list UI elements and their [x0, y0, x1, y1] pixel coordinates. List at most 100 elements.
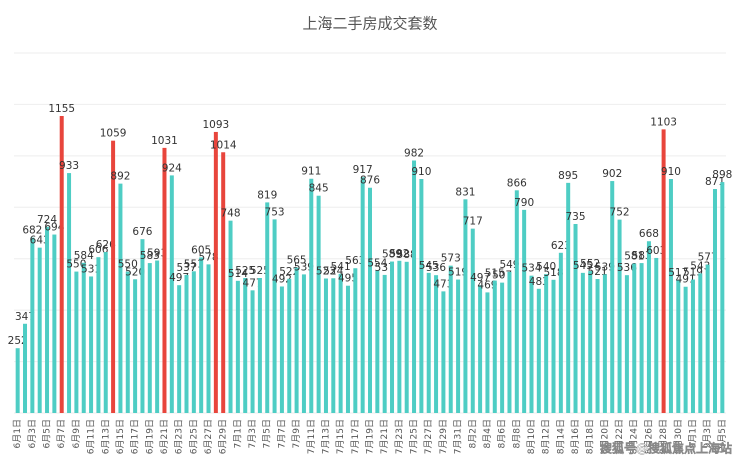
- bar: [412, 160, 417, 413]
- value-label: 537: [176, 262, 196, 274]
- bar: [81, 262, 86, 413]
- bar: [221, 152, 226, 413]
- bar: [125, 271, 130, 413]
- chart-title: 上海二手房成交套数: [302, 15, 437, 33]
- value-label: 473: [433, 278, 453, 290]
- bar: [558, 252, 563, 413]
- bar: [720, 182, 725, 413]
- value-label: 573: [441, 253, 461, 265]
- value-label: 554: [367, 258, 387, 270]
- x-tick-label: 8月2日: [467, 419, 478, 448]
- x-tick-label: 7月29日: [438, 419, 449, 454]
- value-label: 507: [492, 270, 512, 282]
- value-label: 578: [198, 251, 218, 263]
- x-tick-label: 6月29日: [218, 419, 229, 454]
- value-label: 539: [595, 261, 615, 273]
- x-tick-label: 8月18日: [585, 419, 596, 454]
- value-label: 581: [624, 251, 644, 263]
- bar: [323, 278, 328, 413]
- value-label: 902: [602, 168, 622, 180]
- x-tick-label: 7月17日: [350, 419, 361, 454]
- bar: [301, 274, 306, 413]
- value-label: 924: [162, 162, 182, 174]
- value-label: 525: [250, 265, 270, 277]
- x-tick-label: 6月7日: [56, 419, 67, 448]
- value-label: 753: [265, 206, 285, 218]
- bar: [588, 271, 593, 413]
- value-label: 643: [30, 235, 50, 247]
- bar: [184, 274, 189, 413]
- bar: [632, 263, 637, 413]
- bar: [624, 275, 629, 413]
- value-label: 515: [485, 268, 505, 280]
- value-label: 252: [8, 335, 28, 347]
- x-tick-label: 6月17日: [130, 419, 141, 454]
- value-label: 1103: [650, 116, 677, 128]
- bar: [617, 219, 622, 413]
- x-tick-label: 8月14日: [555, 419, 566, 454]
- value-label: 540: [536, 261, 556, 273]
- bar: [118, 183, 123, 413]
- bar: [294, 267, 299, 413]
- bar: [191, 271, 196, 413]
- bar: [30, 237, 35, 413]
- value-label: 495: [338, 273, 358, 285]
- x-tick-label: 7月7日: [276, 419, 287, 448]
- value-label: 1059: [100, 128, 127, 140]
- value-label: 514: [228, 268, 248, 280]
- bar: [59, 116, 64, 413]
- bar: [419, 179, 424, 413]
- bar: [265, 202, 270, 413]
- x-tick-label: 6月13日: [100, 419, 111, 454]
- value-label: 871: [705, 176, 725, 188]
- value-label: 469: [477, 279, 497, 291]
- value-label: 492: [272, 273, 292, 285]
- x-tick-label: 7月5日: [262, 419, 273, 448]
- value-label: 623: [551, 240, 571, 252]
- bar: [133, 279, 138, 413]
- bar: [654, 257, 659, 413]
- value-label: 524: [323, 265, 343, 277]
- bar: [228, 220, 233, 413]
- bar: [492, 280, 497, 413]
- x-tick-label: 6月5日: [42, 419, 53, 448]
- bar: [155, 260, 160, 413]
- x-tick-label: 8月22日: [614, 419, 625, 454]
- bar: [602, 274, 607, 413]
- value-label: 911: [301, 166, 321, 178]
- bar: [111, 140, 116, 413]
- bar: [287, 278, 292, 413]
- x-tick-label: 7月19日: [365, 419, 376, 454]
- value-label: 523: [316, 266, 336, 278]
- value-label: 531: [81, 263, 101, 275]
- bar: [500, 282, 505, 413]
- value-label: 588: [397, 249, 417, 261]
- value-label: 550: [118, 259, 138, 271]
- value-label: 584: [74, 250, 94, 262]
- bar: [485, 292, 490, 413]
- value-label: 537: [375, 262, 395, 274]
- x-tick-label: 7月27日: [423, 419, 434, 454]
- value-label: 1155: [48, 103, 75, 115]
- x-tick-label: 9月3日: [702, 419, 713, 448]
- value-label: 735: [566, 211, 586, 223]
- value-label: 831: [455, 186, 475, 198]
- value-label: 910: [411, 166, 431, 178]
- bar: [676, 280, 681, 413]
- value-label: 347: [15, 311, 35, 323]
- bar: [441, 291, 446, 413]
- value-label: 565: [287, 255, 307, 267]
- bar: [668, 179, 673, 413]
- value-label: 518: [543, 267, 563, 279]
- bar: [250, 290, 255, 413]
- value-label: 933: [59, 160, 79, 172]
- x-tick-label: 6月9日: [71, 419, 82, 448]
- x-tick-label: 8月8日: [511, 419, 522, 448]
- x-tick-label: 8月30日: [673, 419, 684, 454]
- value-label: 752: [610, 207, 630, 219]
- value-label: 483: [529, 276, 549, 288]
- value-label: 551: [184, 258, 204, 270]
- x-tick-label: 7月1日: [232, 419, 243, 448]
- bar: [338, 273, 343, 413]
- bar: [74, 271, 79, 413]
